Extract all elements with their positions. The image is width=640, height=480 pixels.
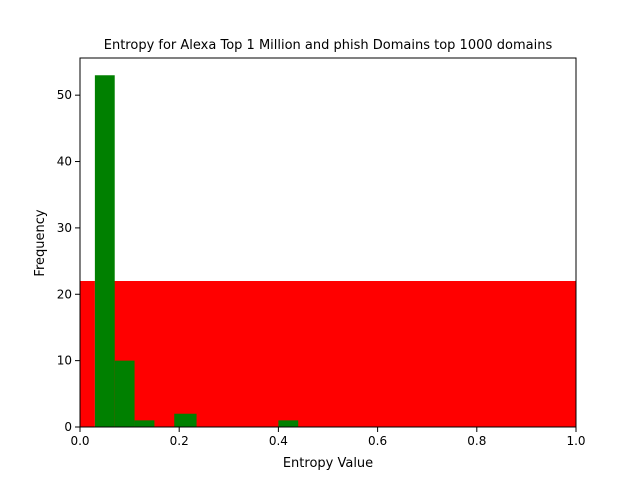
bars-layer [80,75,576,427]
y-tick-label: 0 [64,420,72,434]
x-tick-label: 1.0 [566,434,585,448]
x-tick-label: 0.2 [170,434,189,448]
histogram-bar-s0-0 [80,280,95,427]
y-tick-label: 20 [57,287,72,301]
y-axis: 0 10 20 30 40 50 [57,88,80,434]
x-tick-label: 0.8 [467,434,486,448]
y-tick-label: 50 [57,88,72,102]
x-axis: 0.0 0.2 0.4 0.6 0.8 1.0 [70,427,586,448]
y-tick-label: 10 [57,354,72,368]
x-tick-label: 0.6 [368,434,387,448]
histogram-bar-s1-4 [278,420,299,427]
x-tick-label: 0.0 [70,434,89,448]
histogram-bar-s1-2 [134,420,155,427]
histogram-bar-s1-0 [94,75,115,427]
x-tick-label: 0.4 [269,434,288,448]
histogram-bar-s0-1 [94,280,576,427]
chart-title: Entropy for Alexa Top 1 Million and phis… [104,38,553,53]
y-tick-label: 30 [57,221,72,235]
histogram-bar-s1-3 [174,413,197,427]
x-axis-label: Entropy Value [283,456,373,471]
y-tick-label: 40 [57,155,72,169]
histogram-bar-s1-1 [114,360,135,427]
plot-frame [79,57,577,428]
y-axis-label: Frequency [33,209,48,276]
